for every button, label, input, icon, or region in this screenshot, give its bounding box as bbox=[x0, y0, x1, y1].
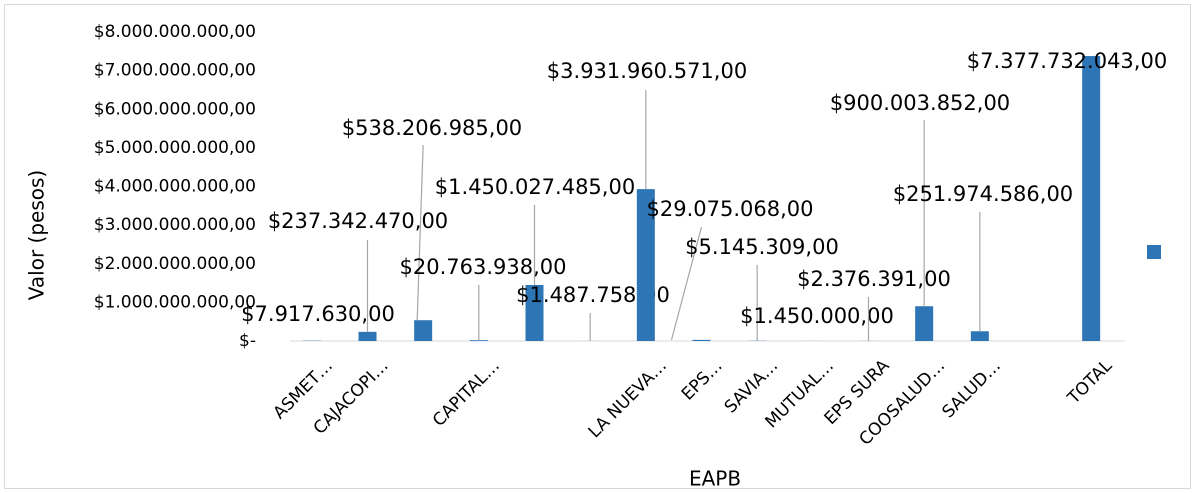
value-label: $1.450.000,00 bbox=[740, 304, 894, 328]
value-label: $20.763.938,00 bbox=[400, 255, 567, 279]
y-tick-label: $2.000.000.000,00 bbox=[94, 254, 256, 274]
y-axis-title: Valor (pesos) bbox=[25, 170, 49, 300]
value-label: $29.075.068,00 bbox=[647, 197, 814, 221]
bar bbox=[525, 284, 544, 341]
value-label: $538.206.985,00 bbox=[342, 116, 522, 140]
value-label: $3.931.960.571,00 bbox=[547, 59, 747, 83]
chart-border bbox=[4, 4, 1191, 489]
y-tick-label: $5.000.000.000,00 bbox=[94, 138, 256, 158]
y-tick-label: $3.000.000.000,00 bbox=[94, 215, 256, 235]
bar bbox=[469, 340, 488, 341]
x-axis-title: EAPB bbox=[689, 467, 741, 491]
y-tick-label: $7.000.000.000,00 bbox=[94, 61, 256, 81]
value-label: $237.342.470,00 bbox=[268, 209, 448, 233]
bar bbox=[970, 331, 989, 341]
bar bbox=[636, 189, 655, 341]
value-label: $1.450.027.485,00 bbox=[435, 175, 635, 199]
bar bbox=[915, 306, 934, 341]
value-label: $5.145.309,00 bbox=[685, 235, 839, 259]
y-tick-label: $4.000.000.000,00 bbox=[94, 177, 256, 197]
value-label: $7.917.630,00 bbox=[241, 302, 395, 326]
value-label: $7.377.732.043,00 bbox=[967, 49, 1167, 73]
bar bbox=[358, 331, 377, 341]
y-tick-label: $6.000.000.000,00 bbox=[94, 99, 256, 119]
bar bbox=[1082, 56, 1101, 342]
bar bbox=[414, 320, 433, 341]
y-tick-label: $8.000.000.000,00 bbox=[94, 22, 256, 42]
leader-line bbox=[416, 144, 424, 321]
value-label: $251.974.586,00 bbox=[893, 182, 1073, 206]
bar bbox=[692, 339, 711, 341]
y-tick-label: $1.000.000.000,00 bbox=[94, 292, 256, 312]
value-label: $2.376.391,00 bbox=[797, 267, 951, 291]
value-label: $900.003.852,00 bbox=[830, 91, 1010, 115]
y-tick-label: $- bbox=[239, 331, 256, 351]
legend-swatch bbox=[1147, 245, 1161, 259]
leader-line bbox=[670, 226, 703, 341]
